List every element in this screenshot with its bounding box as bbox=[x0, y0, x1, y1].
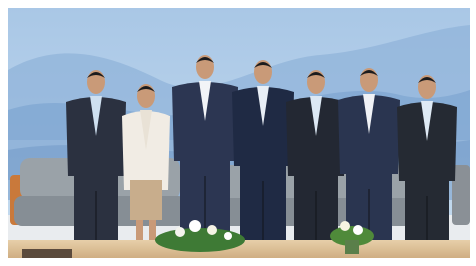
flower bbox=[340, 221, 350, 231]
vase bbox=[345, 240, 359, 254]
photo bbox=[0, 0, 476, 266]
page: {} (() => { const data = JSON.parse(docu… bbox=[0, 0, 476, 266]
skirt bbox=[130, 180, 162, 220]
flower bbox=[175, 227, 185, 237]
flower bbox=[189, 220, 201, 232]
leaves bbox=[155, 228, 245, 252]
flower bbox=[224, 232, 232, 240]
folder bbox=[22, 249, 72, 258]
flower bbox=[207, 225, 217, 235]
flower bbox=[353, 225, 363, 235]
